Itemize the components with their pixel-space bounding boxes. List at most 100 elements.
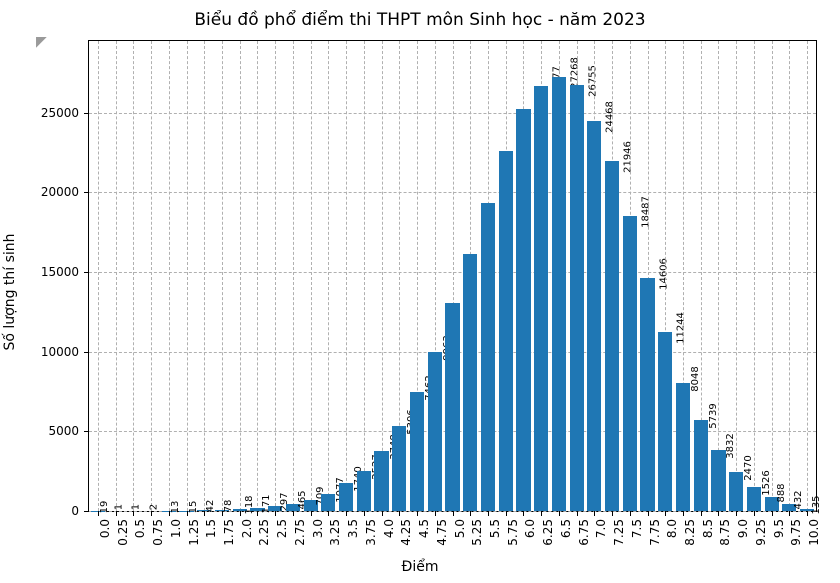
y-axis-label: Số lượng thí sinh — [2, 233, 18, 350]
bar: 2527 — [357, 471, 371, 511]
xtick-mark — [577, 511, 578, 516]
gridline-v — [98, 41, 99, 511]
ytick-mark — [84, 352, 89, 353]
xtick-label: 8.75 — [718, 519, 732, 546]
gridline-v — [328, 41, 329, 511]
bar-value-label: 118 — [244, 496, 255, 515]
bar: 26677 — [534, 86, 548, 511]
gridline-v — [204, 41, 205, 511]
bar-value-label: 26755 — [587, 65, 598, 97]
bar-value-label: 11244 — [676, 312, 687, 344]
xtick-label: 6.25 — [541, 519, 555, 546]
xtick-mark — [328, 511, 329, 516]
bar: 22602 — [499, 151, 513, 511]
xtick-label: 9.25 — [754, 519, 768, 546]
bar-value-label: 3832 — [726, 433, 737, 458]
xtick-label: 8.0 — [665, 519, 679, 538]
xtick-label: 2.25 — [257, 519, 271, 546]
xtick-mark — [594, 511, 595, 516]
xtick-label: 0.5 — [133, 519, 147, 538]
gridline-v — [789, 41, 790, 511]
xtick-mark — [275, 511, 276, 516]
xtick-label: 6.75 — [577, 519, 591, 546]
bar-value-label: 432 — [793, 491, 804, 510]
gridline-v — [240, 41, 241, 511]
bar-value-label: 1526 — [761, 470, 772, 495]
gridline-v — [133, 41, 134, 511]
x-axis-label: Điểm — [0, 559, 840, 575]
xtick-label: 7.75 — [648, 519, 662, 546]
xtick-label: 0.0 — [98, 519, 112, 538]
bar: 888 — [765, 497, 779, 511]
bar-value-label: 27268 — [569, 57, 580, 89]
bar: 13053 — [445, 303, 459, 511]
xtick-mark — [523, 511, 524, 516]
xtick-mark — [754, 511, 755, 516]
gridline-v — [169, 41, 170, 511]
xtick-mark — [506, 511, 507, 516]
bar: 5739 — [694, 420, 708, 511]
xtick-mark — [470, 511, 471, 516]
xtick-mark — [453, 511, 454, 516]
xtick-label: 2.75 — [293, 519, 307, 546]
ytick-mark — [84, 272, 89, 273]
xtick-mark — [789, 511, 790, 516]
xtick-label: 9.5 — [772, 519, 786, 538]
xtick-label: 4.25 — [399, 519, 413, 546]
bar: 1077 — [321, 494, 335, 511]
gridline-v — [222, 41, 223, 511]
xtick-mark — [488, 511, 489, 516]
xtick-label: 3.25 — [328, 519, 342, 546]
xtick-mark — [293, 511, 294, 516]
chart-container: ◤ Biểu đồ phổ điểm thi THPT môn Sinh học… — [0, 0, 840, 583]
xtick-mark — [683, 511, 684, 516]
bar: 2470 — [729, 472, 743, 511]
xtick-mark — [736, 511, 737, 516]
xtick-label: 9.75 — [789, 519, 803, 546]
xtick-mark — [257, 511, 258, 516]
ytick-mark — [84, 113, 89, 114]
xtick-label: 1.25 — [187, 519, 201, 546]
ytick-label: 20000 — [41, 185, 79, 199]
xtick-label: 5.75 — [506, 519, 520, 546]
bar-value-label: 24468 — [605, 101, 616, 133]
ytick-mark — [84, 431, 89, 432]
gridline-v — [293, 41, 294, 511]
xtick-mark — [151, 511, 152, 516]
bar: 7462 — [410, 392, 424, 511]
xtick-label: 7.25 — [612, 519, 626, 546]
bar: 26755 — [570, 85, 584, 511]
bar: 16145 — [463, 254, 477, 511]
xtick-label: 1.5 — [204, 519, 218, 538]
xtick-label: 9.0 — [736, 519, 750, 538]
bar: 1740 — [339, 483, 353, 511]
xtick-mark — [417, 511, 418, 516]
ytick-mark — [84, 192, 89, 193]
xtick-mark — [240, 511, 241, 516]
bar: 8048 — [676, 383, 690, 511]
xtick-mark — [559, 511, 560, 516]
xtick-label: 4.0 — [382, 519, 396, 538]
bar: 432 — [782, 504, 796, 511]
xtick-mark — [364, 511, 365, 516]
gridline-v — [772, 41, 773, 511]
plot-area: 0500010000150002000025000190.010.2510.52… — [88, 40, 817, 512]
xtick-mark — [630, 511, 631, 516]
bar: 14606 — [640, 278, 654, 511]
gridline-v — [718, 41, 719, 511]
gridline-v — [346, 41, 347, 511]
bar: 5306 — [392, 426, 406, 511]
bar-value-label: 2470 — [743, 455, 754, 480]
bar: 3748 — [374, 451, 388, 511]
gridline-v — [364, 41, 365, 511]
bar: 19307 — [481, 203, 495, 511]
xtick-label: 3.5 — [346, 519, 360, 538]
ytick-label: 5000 — [48, 424, 79, 438]
ytick-label: 15000 — [41, 265, 79, 279]
chart-title: Biểu đồ phổ điểm thi THPT môn Sinh học -… — [0, 10, 840, 30]
gridline-v — [187, 41, 188, 511]
xtick-label: 1.75 — [222, 519, 236, 546]
corner-glyph: ◤ — [36, 34, 47, 50]
bar: 709 — [304, 500, 318, 511]
xtick-label: 6.0 — [523, 519, 537, 538]
